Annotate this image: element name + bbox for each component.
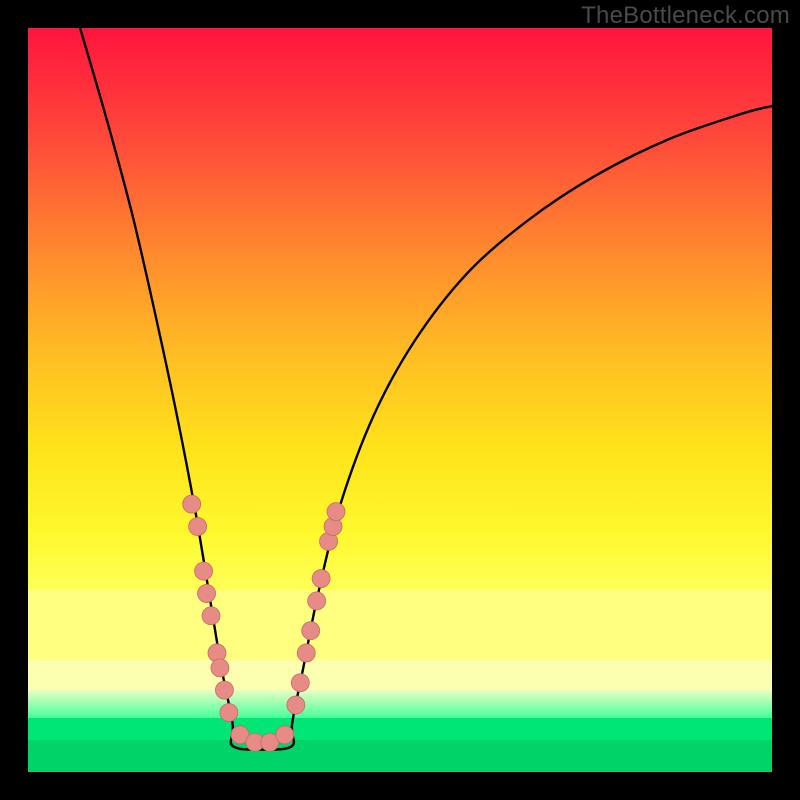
data-marker [297,644,315,662]
data-marker [312,570,330,588]
data-marker [189,517,207,535]
watermark-text: TheBottleneck.com [581,2,790,30]
data-marker [291,674,309,692]
data-marker [215,681,233,699]
chart-svg [0,0,800,800]
bottleneck-curve [80,28,772,750]
data-marker [202,607,220,625]
data-marker [183,495,201,513]
data-marker [327,503,345,521]
data-marker [302,622,320,640]
data-marker [195,562,213,580]
data-marker [276,726,294,744]
data-marker [211,659,229,677]
data-marker [198,584,216,602]
chart-stage: TheBottleneck.com [0,0,800,800]
data-marker [308,592,326,610]
data-marker [220,703,238,721]
data-marker [287,696,305,714]
